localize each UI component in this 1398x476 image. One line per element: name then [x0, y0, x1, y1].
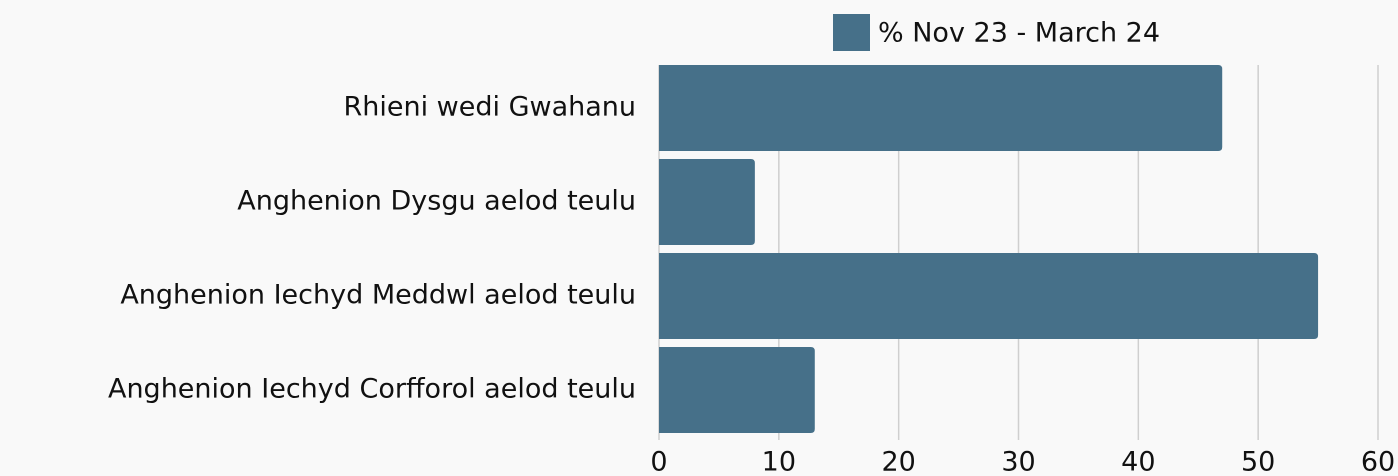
y-tick-label: Anghenion Iechyd Meddwl aelod teulu — [120, 280, 636, 311]
x-tick-label: 40 — [1121, 447, 1155, 476]
y-tick-label: Anghenion Dysgu aelod teulu — [237, 186, 636, 217]
x-tick-label: 50 — [1241, 447, 1275, 476]
bar — [659, 159, 755, 245]
x-tick-label: 30 — [1001, 447, 1035, 476]
bar — [659, 347, 815, 433]
x-tick-label: 10 — [762, 447, 796, 476]
x-tick-label: 0 — [650, 447, 667, 476]
x-tick-label: 60 — [1361, 447, 1395, 476]
legend-label: % Nov 23 - March 24 — [878, 18, 1160, 49]
y-tick-label: Rhieni wedi Gwahanu — [343, 92, 636, 123]
y-tick-label: Anghenion Iechyd Corfforol aelod teulu — [108, 374, 636, 405]
legend-swatch — [833, 14, 870, 51]
bar — [659, 253, 1319, 339]
bar — [659, 65, 1223, 151]
x-tick-label: 20 — [881, 447, 915, 476]
